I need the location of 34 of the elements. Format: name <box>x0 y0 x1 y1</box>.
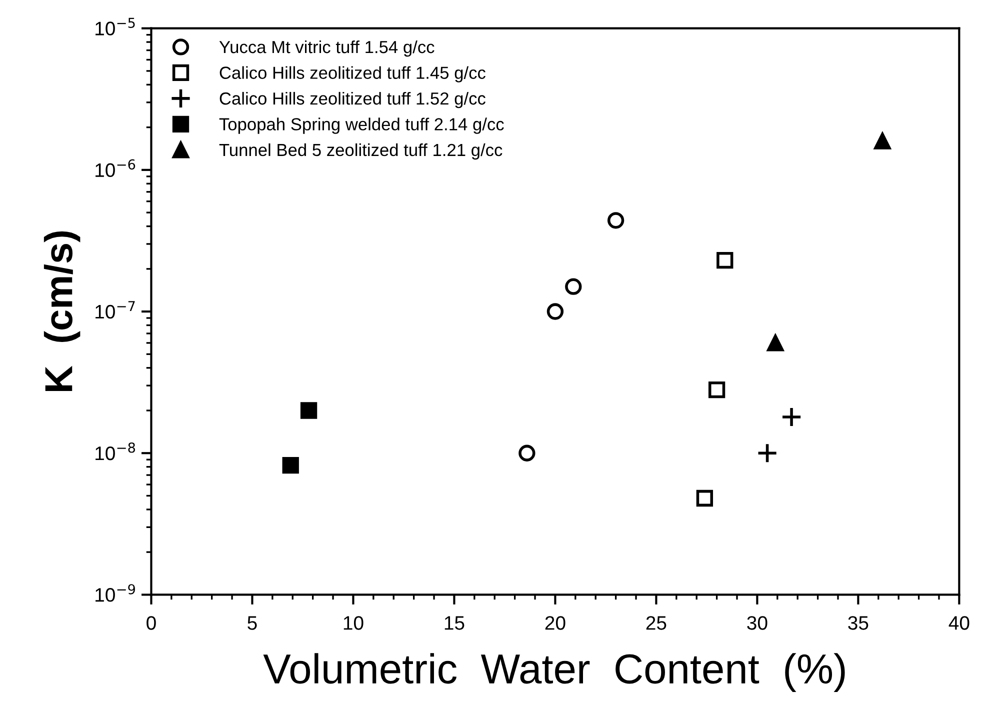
y-tick-label: 10$^{−6}$ <box>96 159 136 178</box>
y-tick-label: 10$^{−8}$ <box>96 442 136 460</box>
legend-label: Calico Hills zeolitized tuff 1.45 g/cc <box>220 66 486 82</box>
legend-label: Topopah Spring welded tuff 2.14 g/cc <box>219 118 504 134</box>
point <box>607 212 624 229</box>
x-tick-label: 40 <box>948 616 970 630</box>
point <box>874 132 891 150</box>
x-tick-label: 35 <box>848 616 868 630</box>
point <box>708 381 726 398</box>
y-axis-title: K (cm/s) <box>44 231 80 392</box>
legend-label: Tunnel Bed 5 zeolitized tuff 1.21 g/cc <box>219 143 502 160</box>
point <box>518 444 536 462</box>
x-tick-label: 20 <box>545 616 566 630</box>
point <box>300 402 318 419</box>
x-tick-label: 5 <box>248 616 257 630</box>
point <box>781 406 802 428</box>
x-tick-label: 0 <box>146 616 156 630</box>
y-tick-label: 10$^{−7}$ <box>96 301 135 319</box>
legend-label: Yucca Mt vitric tuff 1.54 g/cc <box>219 40 434 57</box>
x-tick-label: 10 <box>344 616 364 630</box>
point <box>282 456 299 474</box>
y-tick-label: 10$^{−9}$ <box>96 584 135 602</box>
point <box>767 334 784 352</box>
point <box>565 278 582 295</box>
point <box>756 442 778 464</box>
x-tick-label: 15 <box>444 616 464 630</box>
point <box>716 252 734 269</box>
x-axis-title: Volumetric Water Content (%) <box>263 653 845 692</box>
point <box>696 490 714 507</box>
x-tick-label: 30 <box>747 616 768 630</box>
x-tick-label: 25 <box>646 616 666 630</box>
point <box>546 303 564 320</box>
y-tick-label: 10$^{−5}$ <box>96 18 135 36</box>
legend-label: Calico Hills zeolitized tuff 1.52 g/cc <box>220 92 486 108</box>
